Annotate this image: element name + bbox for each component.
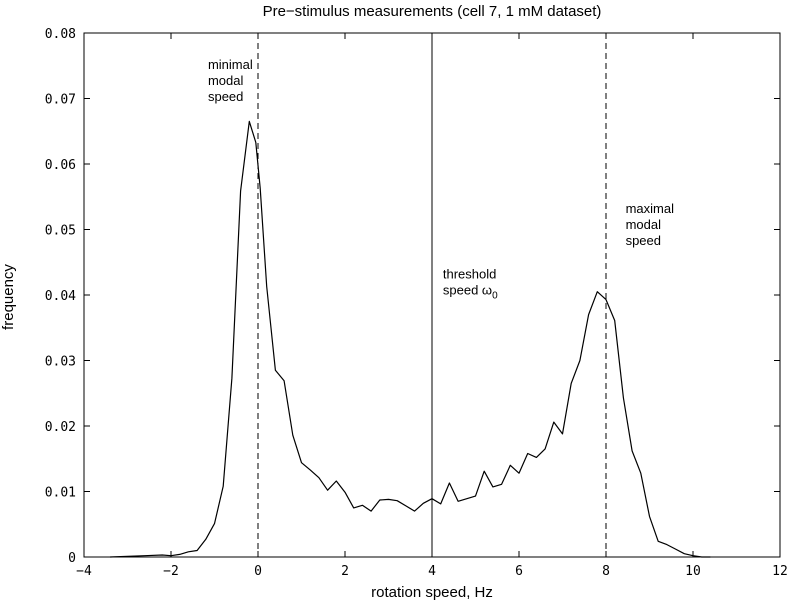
y-tick-label: 0.01 bbox=[45, 486, 76, 501]
x-tick-label: −2 bbox=[163, 564, 179, 579]
annotation-subscript: 0 bbox=[492, 291, 498, 302]
chart-marks: −4 −2 0 2 4 6 8 10 12 0 0.01 0.02 0.03 0.04 0.05 0.06 0.… bbox=[45, 27, 788, 579]
y-tick-label: 0 bbox=[68, 551, 76, 566]
x-tick-label: 0 bbox=[254, 564, 262, 579]
annotation-text: speed bbox=[626, 233, 661, 248]
annotation-text: modal bbox=[626, 217, 662, 232]
x-tick-label: 8 bbox=[602, 564, 610, 579]
y-tick-label: 0.06 bbox=[45, 158, 76, 173]
annotation-text: maximal bbox=[626, 201, 675, 216]
annotation-text: minimal bbox=[208, 57, 253, 72]
x-tick-label: 12 bbox=[772, 564, 788, 579]
x-tick-label: 2 bbox=[341, 564, 349, 579]
annotation-text: speed bbox=[208, 89, 243, 104]
series-line bbox=[110, 120, 711, 558]
y-tick-label: 0.05 bbox=[45, 224, 76, 239]
x-tick-label: −4 bbox=[76, 564, 92, 579]
y-tick-label: 0.04 bbox=[45, 289, 76, 304]
x-axis-label: rotation speed, Hz bbox=[371, 584, 493, 601]
x-tick-label: 4 bbox=[428, 564, 436, 579]
annotation-text: threshold bbox=[443, 267, 496, 282]
y-tick-label: 0.02 bbox=[45, 420, 76, 435]
chart-title: Pre−stimulus measurements (cell 7, 1 mM … bbox=[263, 3, 602, 20]
annotation-text: modal bbox=[208, 73, 244, 88]
y-tick-label: 0.03 bbox=[45, 355, 76, 370]
y-tick-label: 0.07 bbox=[45, 93, 76, 108]
y-tick-label: 0.08 bbox=[45, 27, 76, 42]
x-tick-label: 6 bbox=[515, 564, 523, 579]
annotation-text: speed ω0 bbox=[443, 283, 498, 302]
y-axis-label: frequency bbox=[0, 264, 17, 330]
x-tick-label: 10 bbox=[685, 564, 701, 579]
